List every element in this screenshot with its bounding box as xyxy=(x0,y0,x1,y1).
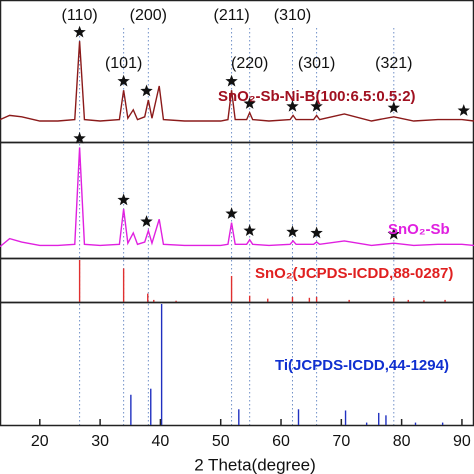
peak-star xyxy=(225,74,238,87)
xrd-pattern xyxy=(0,147,474,248)
peak-label: (301) xyxy=(298,55,335,72)
x-tick-label: 20 xyxy=(31,433,49,450)
x-tick-label: 30 xyxy=(91,433,109,450)
x-tick-label: 70 xyxy=(332,433,350,450)
peak-star xyxy=(286,99,299,112)
peak-star xyxy=(117,74,130,87)
x-tick-label: 50 xyxy=(212,433,230,450)
peak-star xyxy=(225,207,238,219)
peak-star xyxy=(387,227,400,240)
peak-label: (310) xyxy=(274,7,311,24)
panel-frame xyxy=(0,141,474,260)
x-tick-label: 90 xyxy=(453,433,471,450)
peak-star xyxy=(310,226,323,239)
peak-label: (220) xyxy=(231,55,268,72)
series-label: SnO₂-Sb xyxy=(388,221,450,238)
peak-label: (101) xyxy=(105,55,142,72)
peak-star xyxy=(117,193,130,206)
peak-label: (211) xyxy=(213,7,249,24)
peak-star xyxy=(140,84,153,97)
peak-label: (110) xyxy=(62,7,98,24)
peak-label: (321) xyxy=(375,55,412,72)
peak-star xyxy=(243,97,256,109)
series-label: Ti(JCPDS-ICDD,44-1294) xyxy=(275,357,449,374)
x-tick-label: 40 xyxy=(152,433,170,450)
xrd-pattern xyxy=(0,41,474,122)
peak-star xyxy=(73,131,86,144)
peak-star xyxy=(286,225,299,238)
peak-label: (200) xyxy=(130,7,167,24)
series-label: SnO₂-Sb-Ni-B(100:6.5:0.5:2) xyxy=(218,88,416,105)
x-tick-label: 60 xyxy=(272,433,290,450)
x-axis-title: 2 Theta(degree) xyxy=(194,455,316,474)
peak-star xyxy=(457,104,470,116)
peak-star xyxy=(140,215,153,227)
peak-star xyxy=(243,224,256,237)
peak-star xyxy=(387,101,400,114)
x-tick-label: 80 xyxy=(393,433,411,450)
peak-star xyxy=(73,25,86,38)
series-label: SnO₂(JCPDS-ICDD,88-0287) xyxy=(255,265,453,282)
peak-star xyxy=(310,99,323,112)
